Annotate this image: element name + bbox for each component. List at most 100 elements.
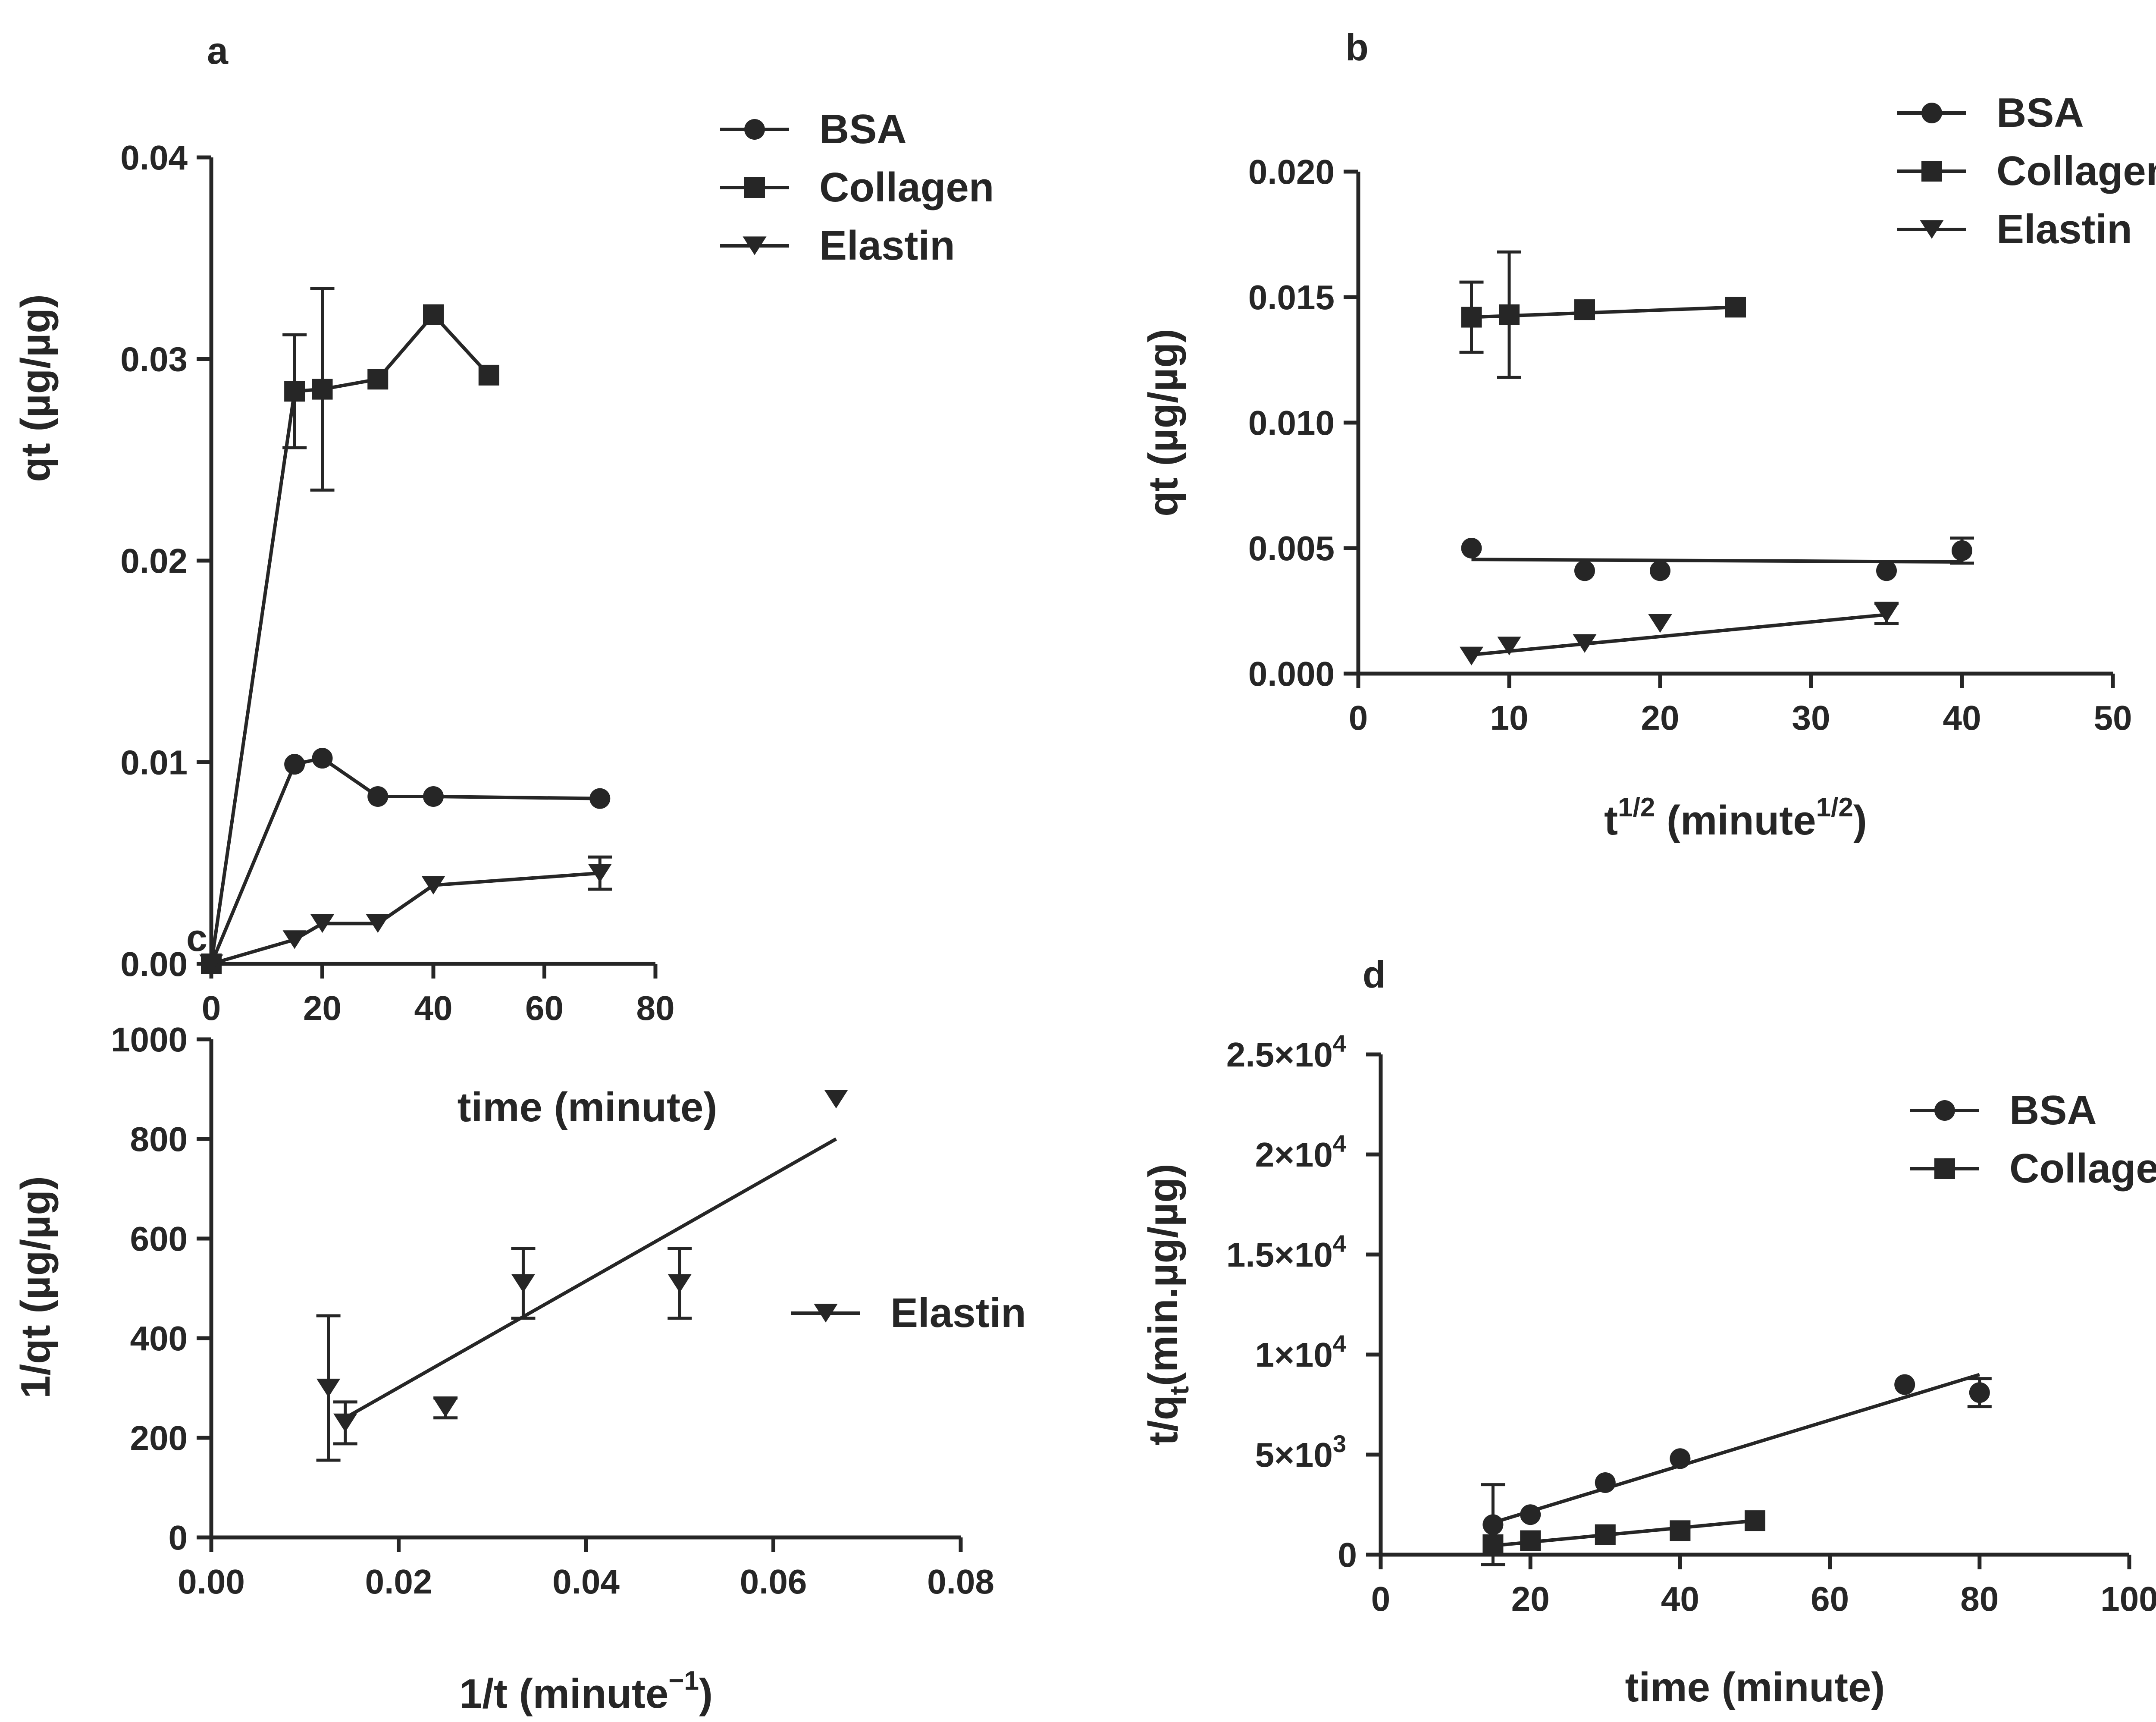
data-point-elastin	[1648, 614, 1672, 633]
data-point-collagen	[284, 381, 305, 402]
x-tick-label: 0.04	[552, 1562, 620, 1601]
data-point-bsa	[1574, 560, 1595, 581]
data-point-bsa	[1894, 1374, 1915, 1395]
y-tick-label: 0.03	[120, 340, 188, 379]
data-point-bsa	[1876, 560, 1897, 581]
data-point-elastin	[316, 1378, 341, 1398]
data-point-bsa	[367, 786, 389, 807]
y-tick-label: 600	[130, 1220, 188, 1258]
y-tick-label: 0.00	[120, 945, 188, 983]
x-axis-title: time (minute)	[1625, 1664, 1885, 1710]
y-tick-label: 0.04	[120, 138, 188, 177]
y-tick-label: 0.010	[1248, 404, 1335, 442]
x-tick-label: 20	[1511, 1580, 1550, 1618]
series-bsa	[201, 748, 611, 974]
data-point-collagen	[367, 369, 389, 390]
legend-marker-bsa	[1934, 1100, 1955, 1121]
legend-label-collagen: Collagen	[2009, 1145, 2156, 1192]
x-tick-label: 40	[1943, 699, 1981, 737]
data-point-elastin	[282, 930, 307, 949]
data-point-elastin	[333, 1413, 357, 1432]
data-point-elastin	[667, 1274, 692, 1293]
x-tick-label: 60	[1811, 1580, 1849, 1618]
data-point-elastin	[511, 1274, 536, 1293]
x-tick-label: 40	[414, 989, 453, 1027]
series-collagen	[201, 287, 499, 974]
data-point-bsa	[1520, 1504, 1541, 1525]
x-axis-title: 1/t (minute−1)	[459, 1666, 713, 1717]
x-axis-title: t1/2 (minute1/2)	[1604, 793, 1867, 844]
data-point-elastin	[199, 954, 223, 973]
data-point-collagen	[1670, 1520, 1691, 1541]
y-tick-label: 0.015	[1248, 278, 1335, 317]
data-point-collagen	[1595, 1524, 1616, 1545]
legend-label-elastin: Elastin	[890, 1290, 1026, 1336]
data-point-collagen	[423, 304, 444, 325]
legend-label-bsa: BSA	[1996, 90, 2084, 136]
legend-label-bsa: BSA	[819, 106, 907, 152]
fit-line-bsa	[1471, 558, 1962, 564]
series-line-bsa	[210, 756, 600, 965]
x-tick-label: 0.02	[365, 1562, 432, 1601]
y-tick-label: 1×104	[1255, 1330, 1346, 1374]
data-point-collagen	[1499, 304, 1520, 325]
legend-marker-elastin	[1920, 220, 1944, 239]
panel-d: d 0 20 40 60 80 100 0 5×103 1×104 1.5×104 2×104 2.5×…	[1140, 953, 2156, 1710]
fit-line-bsa	[1492, 1373, 1980, 1524]
data-point-bsa	[1650, 560, 1670, 581]
x-tick-label: 100	[2100, 1580, 2156, 1618]
data-point-elastin	[421, 876, 445, 895]
y-tick-label: 0.005	[1248, 529, 1335, 568]
panel-letter: b	[1345, 26, 1369, 69]
data-point-collagen	[1725, 297, 1746, 318]
legend: Elastin	[791, 1290, 1026, 1336]
legend-marker-elastin	[814, 1304, 838, 1323]
data-point-collagen	[1574, 299, 1595, 320]
y-tick-label: 2×104	[1255, 1130, 1346, 1174]
series-bsa	[1481, 1373, 1992, 1566]
y-tick-label: 0.02	[120, 542, 188, 580]
y-tick-label: 0	[1338, 1536, 1357, 1574]
y-axis-title: qt (µg/µg)	[13, 294, 59, 482]
legend-marker-bsa	[1921, 103, 1942, 123]
y-tick-label: 400	[130, 1319, 188, 1358]
legend-marker-elastin	[743, 236, 767, 255]
y-tick-label: 1000	[111, 1020, 188, 1059]
panel-letter: d	[1363, 953, 1386, 996]
data-point-bsa	[284, 754, 305, 775]
y-axis-title: t/qt(min.µg/µg)	[1140, 1164, 1194, 1446]
legend-marker-bsa	[744, 119, 765, 140]
y-tick-label: 0.01	[120, 743, 188, 782]
y-tick-label: 1.5×104	[1226, 1230, 1346, 1274]
fit-line-elastin	[1471, 613, 1887, 657]
legend: BSA Collagen Elastin	[720, 106, 994, 269]
data-point-collagen	[1482, 1534, 1504, 1555]
data-point-elastin	[824, 1090, 848, 1109]
x-tick-label: 60	[525, 989, 564, 1027]
x-tick-label: 40	[1661, 1580, 1699, 1618]
x-tick-label: 80	[1960, 1580, 1999, 1618]
y-tick-label: 5×103	[1255, 1430, 1346, 1474]
data-point-elastin	[588, 864, 612, 883]
y-axis-title: qt (µg/µg)	[1140, 329, 1186, 517]
series-line-elastin	[210, 871, 600, 966]
x-tick-label: 0	[202, 989, 221, 1027]
series-elastin	[316, 1090, 848, 1462]
legend-marker-collagen	[1934, 1158, 1955, 1179]
data-point-bsa	[1670, 1448, 1691, 1469]
x-tick-label: 30	[1792, 699, 1830, 737]
data-point-elastin	[366, 914, 390, 933]
legend-marker-collagen	[1921, 161, 1942, 182]
data-point-bsa	[312, 748, 333, 769]
fit-line-elastin	[344, 1137, 837, 1420]
series-collagen	[1459, 250, 1746, 379]
panel-b: b 0 10 20 30 40 50 0.000 0.005 0.010 0.015 0.020 t1/…	[1140, 26, 2156, 844]
data-point-bsa	[423, 786, 444, 807]
series-elastin	[199, 855, 612, 973]
data-point-bsa	[1482, 1514, 1504, 1535]
legend-label-elastin: Elastin	[1996, 206, 2132, 252]
x-tick-label: 20	[1641, 699, 1680, 737]
data-point-elastin	[1573, 634, 1597, 653]
x-axis-title: time (minute)	[458, 1084, 718, 1130]
